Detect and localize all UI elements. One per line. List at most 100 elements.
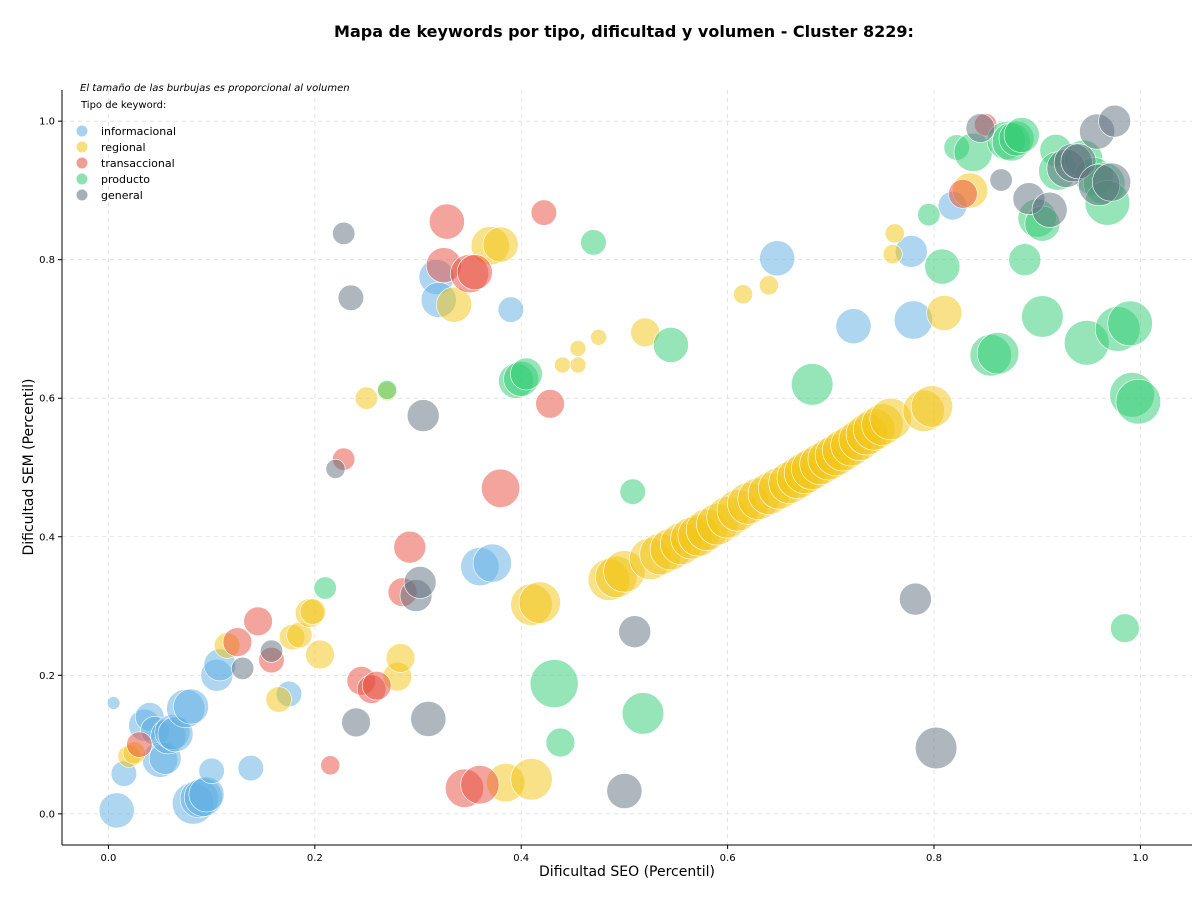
bubble-general (606, 773, 643, 809)
legend-item-informacional: informacional (76, 125, 176, 138)
bubble-transaccional (393, 530, 427, 564)
series-transaccional (126, 113, 998, 808)
x-tick-label: 1.0 (1132, 853, 1148, 864)
bubble-regional (590, 328, 607, 346)
bubble-transaccional (481, 468, 521, 508)
y-tick-label: 0.0 (39, 809, 55, 820)
bubble-general (341, 707, 371, 738)
bubble-producto (653, 326, 689, 363)
x-tick-label: 0.8 (926, 853, 942, 864)
bubble-transaccional (948, 179, 978, 209)
bubble-regional (265, 686, 292, 713)
bubble-informacional (173, 688, 209, 725)
legend-marker (76, 125, 88, 137)
bubble-regional (554, 356, 571, 374)
x-axis-label: Dificultad SEO (Percentil) (539, 864, 715, 880)
bubble-general (1031, 191, 1068, 228)
legend-marker (76, 141, 88, 153)
legend-item-transaccional: transaccional (76, 157, 175, 170)
bubble-regional (569, 356, 587, 374)
legend-marker (76, 157, 88, 169)
bubble-transaccional (320, 755, 341, 776)
legend: informacional regional transaccional produc… (76, 125, 176, 202)
bubble-transaccional (222, 627, 253, 657)
y-tick-label: 0.8 (39, 255, 55, 266)
bubble-regional (482, 226, 519, 263)
bubble-regional (305, 639, 335, 670)
bubble-producto (1008, 243, 1042, 277)
bubble-general (618, 615, 652, 649)
bubble-producto (917, 203, 941, 227)
bubble-informacional (198, 757, 225, 785)
legend-label: general (101, 189, 143, 202)
legend-item-regional: regional (76, 141, 146, 154)
bubble-regional (436, 286, 473, 323)
bubble-producto (791, 363, 834, 406)
bubble-transaccional (428, 203, 465, 240)
bubble-general (1098, 104, 1131, 138)
bubble-regional (510, 758, 553, 801)
y-tick-label: 0.4 (39, 532, 55, 543)
bubble-general (914, 726, 958, 770)
bubble-producto (545, 727, 576, 758)
bubble-regional (354, 386, 378, 410)
bubble-regional (926, 295, 963, 331)
bubble-general (410, 701, 447, 737)
bubble-producto (1110, 613, 1140, 643)
bubble-regional (759, 275, 779, 296)
bubble-transaccional (243, 606, 273, 636)
bubble-general (337, 284, 365, 311)
bubble-transaccional (362, 670, 392, 701)
bubble-informacional (98, 792, 135, 829)
bubble-general (406, 399, 440, 432)
bubble-general (231, 656, 255, 680)
legend-label: regional (101, 141, 146, 154)
bubble-general (332, 221, 356, 245)
y-tick-label: 0.2 (39, 671, 55, 682)
legend-title: Tipo de keyword: (80, 100, 166, 111)
bubble-transaccional (535, 389, 565, 419)
bubble-informacional (472, 543, 512, 583)
bubble-general (403, 566, 437, 599)
bubble-regional (910, 385, 954, 428)
legend-label: producto (101, 173, 150, 186)
series-general (231, 104, 1132, 809)
x-tick-label: 0.0 (100, 853, 116, 864)
bubble-size-note: El tamaño de las burbujas es proporciona… (80, 83, 350, 94)
bubble-producto (1021, 295, 1064, 338)
legend-marker (76, 173, 88, 185)
grid (62, 90, 1192, 845)
bubble-producto (924, 248, 961, 285)
bubble-general (965, 113, 996, 143)
y-tick-label: 0.6 (39, 394, 55, 405)
bubble-transaccional (456, 254, 493, 291)
bubble-producto (313, 576, 337, 600)
bubble-regional (733, 284, 754, 305)
bubble-informacional (497, 296, 525, 323)
bubble-general (1092, 162, 1132, 202)
bubble-informacional (893, 300, 933, 340)
bubble-informacional (106, 696, 121, 710)
bubble-regional (884, 223, 905, 244)
bubble-regional (518, 581, 561, 624)
bubble-regional (882, 244, 903, 265)
y-tick-label: 1.0 (39, 117, 55, 128)
legend-item-producto: producto (76, 173, 150, 186)
data-points (98, 104, 1162, 829)
bubble-transaccional (530, 199, 558, 226)
bubble-informacional (835, 308, 872, 345)
bubble-producto (529, 659, 579, 708)
legend-item-general: general (76, 189, 143, 202)
bubble-informacional (237, 754, 264, 782)
bubble-general (899, 582, 932, 616)
y-axis-label: Dificultad SEM (Percentil) (21, 379, 37, 556)
bubble-producto (580, 229, 607, 256)
legend-label: informacional (101, 125, 176, 138)
bubble-regional (299, 598, 326, 625)
bubble-producto (377, 379, 398, 400)
x-tick-label: 0.2 (307, 853, 323, 864)
legend-marker (76, 189, 88, 201)
axes (61, 90, 1192, 846)
